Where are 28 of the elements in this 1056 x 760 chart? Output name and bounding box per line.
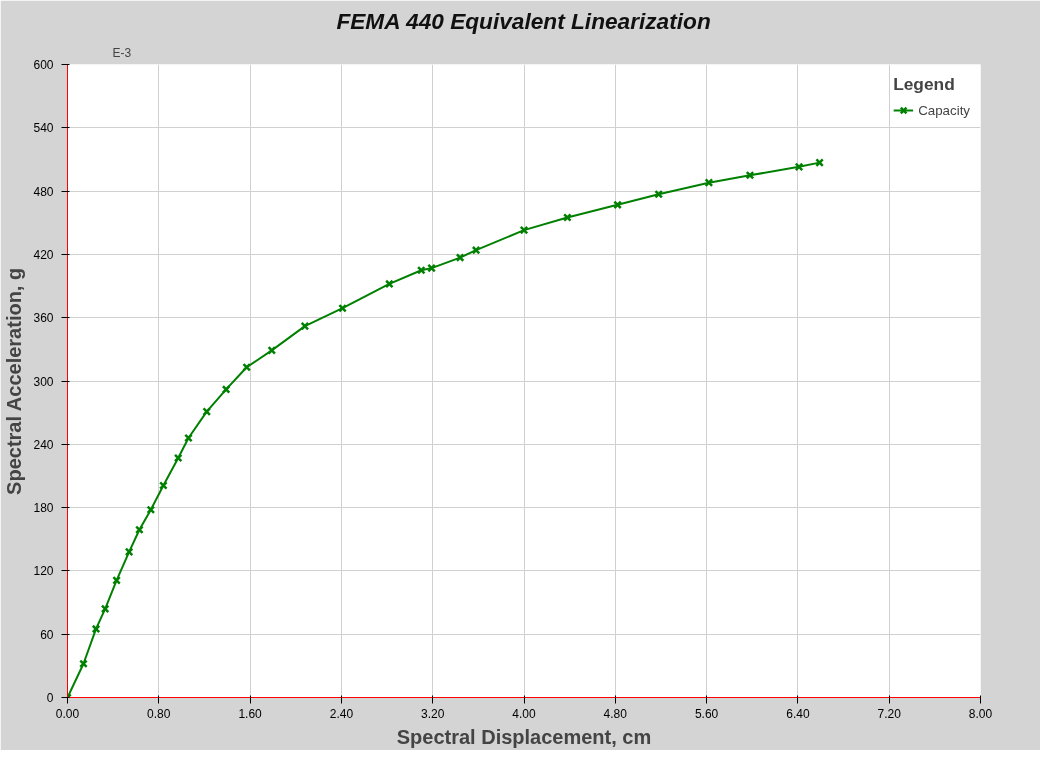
y-tick-label: 120 — [33, 564, 54, 579]
y-tick-label: 180 — [33, 501, 54, 516]
x-tick-label: 4.00 — [512, 706, 536, 721]
y-tick-label: 540 — [33, 121, 54, 136]
x-tick-label: 5.60 — [694, 706, 719, 721]
x-tick-label: 1.60 — [238, 706, 263, 721]
y-tick-label: 240 — [33, 437, 54, 452]
y-tick-label: 420 — [33, 247, 54, 262]
x-tick-label: 3.20 — [421, 706, 445, 721]
text: E-3 — [112, 45, 132, 60]
x-tick-label: 0.00 — [55, 706, 80, 721]
y-tick-label: 300 — [33, 374, 54, 389]
chart-title: FEMA 440 Equivalent Linearization — [336, 7, 711, 34]
x-tick-label: 4.80 — [603, 706, 628, 721]
legend-label: Capacity — [918, 102, 970, 118]
legend-title: Legend — [893, 74, 956, 95]
x-tick-label: 6.40 — [786, 706, 810, 721]
y-tick-label: 0 — [46, 691, 54, 705]
x-tick-label: 2.40 — [329, 706, 354, 721]
y-tick-label: 480 — [33, 184, 54, 199]
x-tick-label: 7.20 — [877, 706, 902, 721]
x-axis-title: Spectral Displacement, cm — [396, 725, 652, 748]
x-tick-label: 0.80 — [147, 706, 171, 721]
y-tick-label: 600 — [33, 58, 54, 72]
y-axis-title: Spectral Acceleration, g — [3, 267, 26, 495]
y-tick-label: 60 — [40, 627, 54, 642]
x-tick-label: 8.00 — [968, 706, 993, 721]
y-tick-label: 360 — [33, 311, 54, 326]
